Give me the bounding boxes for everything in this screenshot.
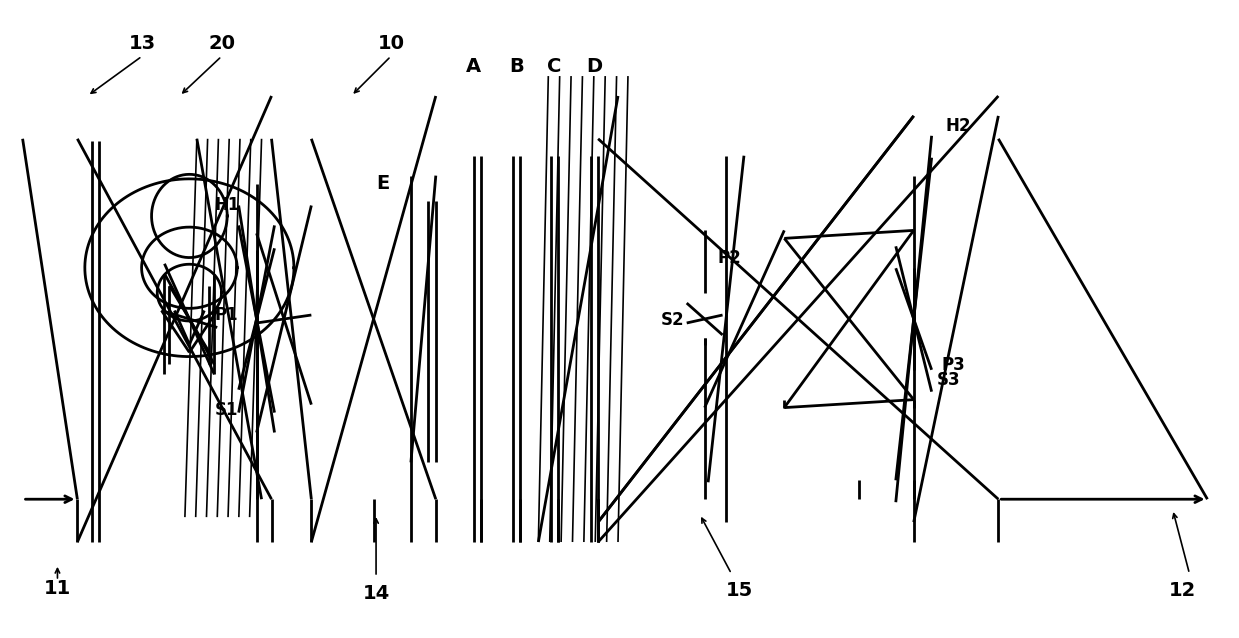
Text: 15: 15 (726, 581, 753, 600)
Text: H2: H2 (945, 117, 971, 135)
Text: D: D (586, 57, 602, 76)
Text: 13: 13 (129, 34, 156, 53)
Text: E: E (377, 174, 389, 193)
Text: P1: P1 (214, 306, 239, 324)
Text: 20: 20 (208, 34, 235, 53)
Text: S2: S2 (660, 311, 685, 329)
Text: S3: S3 (937, 371, 960, 389)
Text: P2: P2 (717, 249, 741, 267)
Text: C: C (548, 57, 561, 76)
Text: H1: H1 (214, 197, 239, 214)
Text: A: A (466, 57, 481, 76)
Text: S1: S1 (216, 401, 238, 419)
Text: P3: P3 (942, 356, 965, 374)
Text: 12: 12 (1168, 581, 1196, 600)
Text: B: B (509, 57, 524, 76)
Text: 10: 10 (378, 34, 404, 53)
Text: 11: 11 (43, 579, 71, 598)
Text: 14: 14 (363, 584, 390, 604)
